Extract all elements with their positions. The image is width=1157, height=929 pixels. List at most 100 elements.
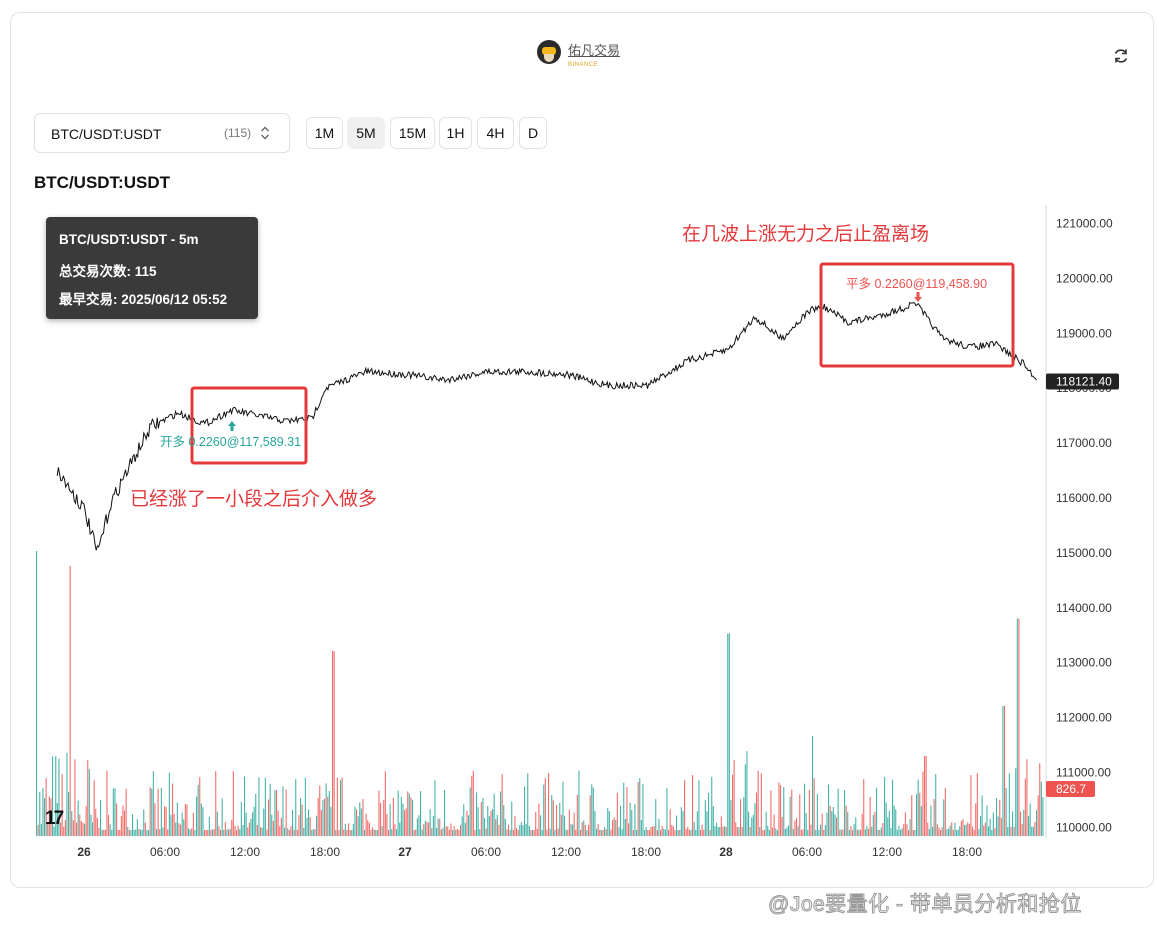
volume-bar	[911, 795, 913, 836]
volume-bar	[474, 829, 476, 836]
timeframe-button-1h[interactable]: 1H	[439, 117, 472, 149]
price-line	[56, 301, 1037, 551]
volume-bar	[544, 778, 546, 836]
volume-bar	[288, 830, 290, 836]
volume-bar	[746, 751, 748, 836]
volume-bar	[592, 787, 594, 836]
volume-bar	[685, 829, 687, 836]
volume-bar	[170, 814, 172, 836]
volume-bar	[655, 799, 657, 836]
x-tick-label: 12:00	[551, 845, 581, 859]
volume-bar	[674, 830, 676, 836]
volume-bar	[877, 830, 879, 836]
refresh-icon[interactable]	[1112, 47, 1130, 65]
volume-bar	[84, 823, 86, 836]
volume-bar	[880, 827, 882, 836]
volume-bar	[44, 798, 46, 836]
volume-bar	[120, 815, 122, 836]
volume-bar	[396, 829, 398, 836]
volume-bar	[743, 797, 745, 836]
volume-bar	[967, 822, 969, 836]
last-volume-tag	[1046, 781, 1095, 797]
volume-bar	[460, 825, 462, 836]
volume-bar	[476, 792, 478, 836]
volume-bar	[269, 784, 271, 836]
volume-bar	[869, 796, 871, 836]
volume-bar	[706, 811, 708, 836]
volume-bar	[800, 829, 802, 836]
entry-highlight-box	[190, 386, 308, 465]
volume-bar	[783, 787, 785, 836]
volume-bar	[941, 827, 943, 836]
volume-bar	[167, 829, 169, 836]
watermark: @Joe要量化 - 带单员分析和抢位	[768, 893, 1082, 917]
volume-bar	[221, 798, 223, 836]
volume-bar	[316, 815, 318, 836]
timeframe-button-4h[interactable]: 4H	[477, 117, 514, 149]
volume-bar	[343, 829, 345, 836]
volume-bar	[410, 797, 412, 836]
volume-bar	[448, 829, 450, 836]
volume-bar	[541, 830, 543, 836]
timeframe-button-5m[interactable]: 5M	[347, 117, 385, 149]
volume-bar	[645, 827, 647, 836]
volume-bar	[727, 633, 729, 836]
volume-bar	[653, 826, 655, 836]
volume-bar	[37, 824, 39, 836]
volume-bar	[639, 778, 641, 836]
volume-bar	[808, 789, 810, 836]
volume-bar	[463, 804, 465, 836]
volume-bar	[893, 805, 895, 836]
volume-bar	[805, 813, 807, 836]
chart-tooltip: BTC/USDT:USDT - 5m 总交易次数: 115 最早交易: 2025…	[46, 217, 258, 319]
volume-bar	[429, 809, 431, 836]
volume-bar	[61, 774, 63, 836]
x-tick-label: 06:00	[792, 845, 822, 859]
volume-bar	[533, 829, 535, 836]
volume-bar	[693, 821, 695, 836]
volume-bar	[444, 789, 446, 836]
volume-bar	[104, 829, 106, 836]
volume-bar	[298, 815, 300, 836]
timeframe-button-1m[interactable]: 1M	[306, 117, 343, 149]
volume-bar	[968, 823, 970, 836]
volume-bar	[509, 830, 511, 836]
volume-bar	[720, 816, 722, 836]
volume-bar	[728, 633, 730, 836]
volume-bar	[512, 830, 514, 836]
volume-bar	[748, 811, 750, 836]
volume-bar	[919, 792, 921, 836]
volume-bar	[648, 830, 650, 836]
volume-bar	[487, 806, 489, 836]
y-tick-label: 114000.00	[1056, 601, 1112, 615]
volume-bar	[344, 823, 346, 836]
volume-bar	[495, 819, 497, 836]
volume-bar	[1026, 759, 1028, 836]
volume-bar	[311, 830, 313, 836]
volume-bar	[69, 566, 71, 836]
volume-bar	[754, 803, 756, 836]
x-tick-label: 27	[398, 845, 412, 859]
volume-bar	[1020, 811, 1022, 836]
brand-name[interactable]: 佑凡交易	[568, 43, 621, 58]
volume-bar	[866, 825, 868, 836]
volume-bar	[916, 794, 918, 836]
timeframe-button-15m[interactable]: 15M	[390, 117, 435, 149]
symbol-select[interactable]: BTC/USDT:USDT (115)	[34, 113, 290, 153]
volume-bar	[141, 830, 143, 836]
volume-bar	[144, 822, 146, 836]
volume-bar	[925, 756, 927, 836]
volume-bar	[151, 788, 153, 836]
volume-bar	[87, 760, 89, 836]
volume-bar	[79, 814, 81, 836]
volume-bar	[898, 825, 900, 836]
timeframe-button-d[interactable]: D	[519, 117, 547, 149]
volume-bar	[615, 820, 617, 836]
volume-bar	[669, 809, 671, 836]
volume-bar	[834, 814, 836, 836]
volume-bar	[381, 826, 383, 836]
volume-bar	[802, 829, 804, 836]
volume-bar	[1021, 824, 1023, 836]
volume-bar	[527, 773, 529, 836]
